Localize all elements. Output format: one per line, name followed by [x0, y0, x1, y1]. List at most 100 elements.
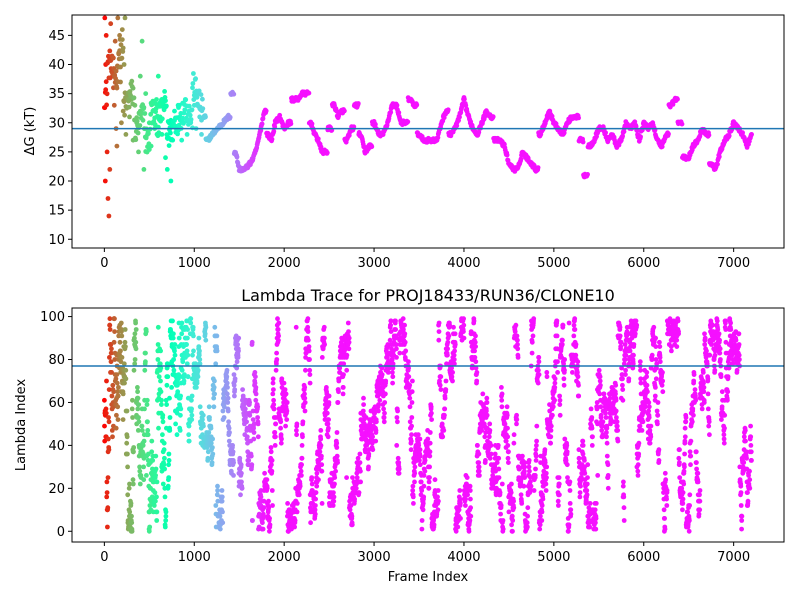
lambda-point [473, 359, 479, 365]
lambda-point [361, 395, 366, 401]
lambda-point [274, 361, 279, 367]
lambda-point [562, 436, 568, 442]
lambda-point [428, 404, 434, 410]
lambda-point [717, 337, 722, 343]
lambda-point [506, 460, 511, 465]
lambda-point [419, 488, 425, 493]
lambda-point [251, 421, 257, 427]
lambda-point [573, 342, 579, 347]
lambda-point [121, 361, 127, 367]
lambda-point [627, 348, 633, 354]
delta-g-point [200, 96, 205, 102]
lambda-point [412, 464, 418, 470]
lambda-point [224, 374, 230, 380]
lambda-point [654, 408, 660, 414]
lambda-point [276, 337, 281, 343]
delta-g-point [504, 152, 510, 158]
lambda-point [597, 374, 603, 380]
lambda-point [598, 404, 604, 410]
lambda-point [160, 481, 166, 487]
lambda-point [155, 342, 161, 347]
lambda-point [262, 470, 267, 476]
delta-g-point [585, 172, 590, 177]
lambda-point [657, 339, 662, 345]
delta-g-point [199, 132, 204, 137]
lambda-point [270, 376, 276, 382]
lambda-point [105, 436, 111, 442]
lambda-point [484, 400, 490, 405]
lambda-point [418, 453, 423, 459]
delta-g-point [166, 143, 172, 149]
lambda-point [137, 464, 143, 470]
lambda-point [440, 434, 446, 440]
lambda-point [559, 342, 565, 347]
lambda-point [346, 329, 351, 334]
lambda-point [245, 462, 251, 468]
lambda-point [548, 434, 554, 440]
lambda-point [190, 324, 196, 330]
lambda-point [305, 324, 311, 330]
lambda-point [593, 520, 598, 526]
lambda-point [487, 455, 493, 461]
lambda-panel: Lambda Trace for PROJ18433/RUN36/CLONE10… [14, 286, 785, 585]
lambda-point [390, 361, 396, 367]
lambda-point [681, 481, 687, 487]
lambda-point [655, 400, 661, 405]
lambda-point [341, 372, 346, 377]
lambda-point [492, 451, 498, 457]
lambda-point [396, 470, 402, 476]
lambda-point [447, 322, 452, 328]
lambda-point [656, 458, 662, 463]
lambda-point [357, 460, 363, 465]
lambda-point [576, 455, 582, 461]
lambda-point [271, 397, 276, 403]
lambda-point [379, 365, 385, 371]
lambda-point [677, 447, 682, 453]
lambda-point [582, 458, 587, 463]
lambda-point [395, 455, 401, 461]
lambda-point [524, 520, 530, 526]
delta-g-point [114, 85, 120, 91]
lambda-chart-title: Lambda Trace for PROJ18433/RUN36/CLONE10 [241, 286, 615, 305]
delta-g-point [105, 196, 111, 201]
lambda-point [178, 393, 184, 399]
lambda-point [697, 498, 703, 504]
lambda-point [251, 436, 257, 442]
delta-g-x-tick-label: 4000 [447, 256, 480, 271]
lambda-point [437, 378, 442, 384]
lambda-point [294, 509, 300, 515]
delta-g-point [190, 81, 196, 86]
lambda-point [390, 374, 396, 380]
lambda-point [269, 458, 275, 463]
delta-g-points [102, 15, 754, 219]
lambda-point [508, 490, 514, 495]
delta-g-y-tick-label: 35 [48, 87, 65, 102]
lambda-point [445, 346, 450, 352]
lambda-point [509, 522, 514, 528]
delta-g-point [127, 114, 132, 120]
lambda-point [236, 335, 242, 341]
lambda-point [566, 528, 571, 534]
lambda-point [269, 462, 274, 468]
lambda-point [638, 367, 643, 373]
lambda-point [548, 423, 554, 429]
lambda-point [464, 488, 470, 493]
lambda-point [427, 464, 432, 470]
lambda-point [162, 466, 168, 472]
lambda-point [189, 397, 194, 403]
lambda-point [141, 477, 147, 483]
delta-g-point [186, 103, 192, 109]
lambda-point [195, 374, 201, 380]
lambda-point [110, 382, 116, 388]
delta-g-point [234, 154, 240, 160]
lambda-point [211, 404, 217, 410]
lambda-point [522, 468, 527, 474]
lambda-point [319, 462, 325, 468]
lambda-point [356, 490, 362, 495]
delta-g-point [135, 130, 141, 136]
lambda-point [171, 331, 176, 337]
lambda-point [623, 367, 628, 373]
lambda-point [534, 443, 539, 448]
delta-g-point [162, 89, 168, 94]
